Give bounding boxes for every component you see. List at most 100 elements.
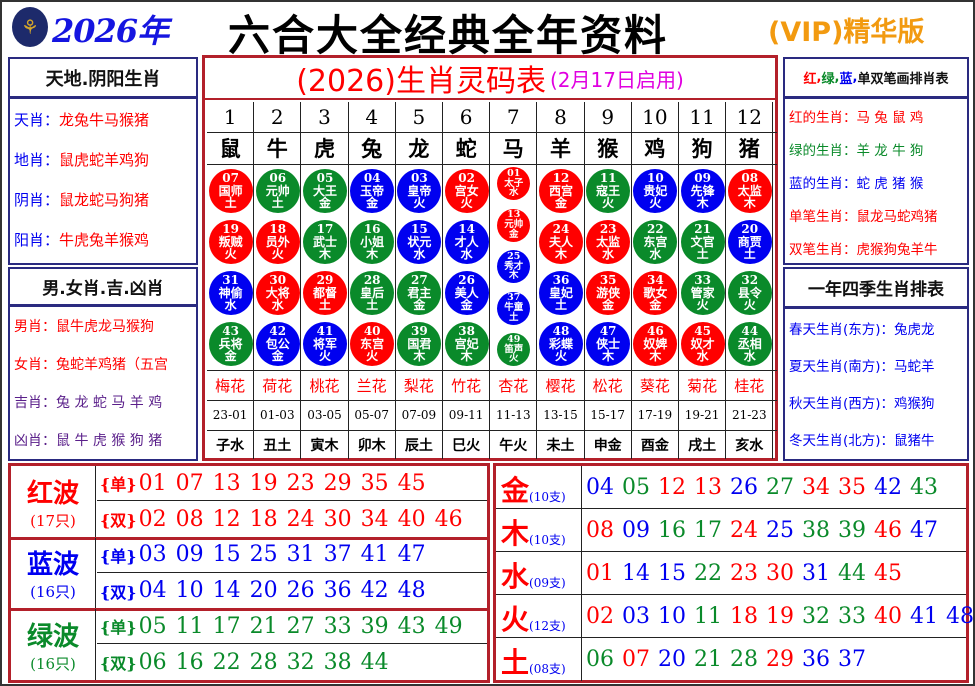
ball-element: 木 — [509, 270, 519, 282]
wave-number: 17 — [212, 613, 241, 639]
wave-number: 25 — [249, 542, 278, 567]
number-ball: 43 兵将金 — [208, 322, 253, 366]
ball-element: 木 — [460, 349, 473, 364]
zodiac-name: 鼠 — [219, 137, 241, 161]
ball-number: 37 — [507, 292, 521, 304]
ball-title: 牛童 — [504, 302, 524, 314]
ball-title: 寇王 — [596, 183, 621, 198]
ball-element: 金 — [602, 298, 615, 313]
number-ball: 03 皇帝火 — [397, 169, 442, 213]
ball-element: 土 — [366, 298, 379, 313]
element-number: 35 — [838, 474, 866, 500]
number-ball: 11 寇王火 — [586, 169, 631, 213]
wave-number: 01 — [138, 470, 167, 496]
wave-label: 红波 (17只) — [11, 466, 96, 537]
flower-name: 松花 — [592, 376, 623, 395]
element-number: 01 — [586, 560, 614, 586]
element-number: 26 — [730, 474, 758, 500]
zodiac-name: 鸡 — [644, 137, 666, 161]
grid-line — [207, 370, 777, 371]
element-number: 32 — [802, 603, 830, 629]
wave-number: 24 — [286, 506, 315, 532]
row-value: 鸡猴狗 — [894, 395, 935, 412]
ball-element: 水 — [743, 349, 756, 364]
wave-number: 49 — [434, 613, 463, 639]
ball-element: 火 — [413, 196, 426, 211]
ball-element: 金 — [413, 298, 426, 313]
column-number: 10 — [642, 105, 668, 129]
element-number: 46 — [874, 517, 902, 543]
branch-element: 亥水 — [735, 438, 764, 454]
element-number: 41 — [910, 603, 938, 629]
ball-number: 03 — [411, 171, 428, 186]
panel-row: 男肖： 鼠牛虎龙马猴狗 — [10, 307, 196, 345]
number-ball: 14 才人水 — [444, 220, 489, 264]
ball-number: 07 — [222, 171, 239, 186]
column-number: 11 — [689, 105, 715, 129]
ball-element: 水 — [413, 247, 426, 262]
ball-number: 45 — [694, 324, 711, 339]
ball-title: 奴婢 — [643, 336, 668, 351]
ball-title: 兵将 — [218, 336, 243, 351]
wave-count: (16只) — [30, 583, 76, 601]
sep: , — [834, 70, 840, 85]
wave-number: 11 — [175, 613, 204, 639]
element-number: 05 — [622, 474, 650, 500]
element-number: 47 — [910, 517, 938, 543]
time-range: 17-19 — [637, 408, 673, 422]
ball-title: 县令 — [737, 285, 762, 300]
ball-title: 夫人 — [548, 234, 573, 249]
number-ball: 48 彩蝶火 — [538, 322, 583, 366]
title-blue: 蓝 — [839, 72, 853, 87]
wave-count: (17只) — [30, 511, 76, 530]
ball-element: 土 — [509, 311, 519, 323]
ball-title: 先锋 — [690, 183, 715, 198]
ball-title: 丞相 — [737, 336, 762, 351]
number-ball: 26 美人金 — [444, 271, 489, 315]
table-title-main: (2026)生肖灵码表 — [296, 64, 546, 99]
tiandi-title: 天地.阴阳生肖 — [10, 59, 196, 99]
ball-title: 皇帝 — [407, 183, 432, 198]
ball-number: 14 — [458, 222, 475, 237]
wave-table: 红波 (17只) {单} 01 07 13 19 23 29 35 45 {双} 02 08 12 18 24 3… — [8, 463, 490, 683]
row-value: 羊 龙 牛 狗 — [856, 142, 924, 159]
element-count: (12支) — [529, 619, 566, 633]
main-title: 六合大全经典全年资料 — [228, 11, 669, 60]
vip-label: (VIP)精华版 — [768, 17, 925, 48]
number-ball: 07 国师土 — [208, 169, 253, 213]
branch-element: 未土 — [546, 438, 575, 454]
element-number: 20 — [658, 647, 686, 672]
ball-element: 火 — [271, 247, 284, 262]
element-number: 22 — [694, 560, 722, 586]
ball-number: 29 — [316, 273, 334, 288]
element-row: 01 14 15 22 23 30 31 44 45 — [583, 552, 966, 595]
row-value: 马蛇羊 — [894, 358, 935, 375]
wave-number: 36 — [323, 578, 352, 603]
element-number: 36 — [802, 647, 830, 672]
number-ball: 29 都督土 — [302, 271, 347, 315]
flower-name: 竹花 — [451, 376, 482, 395]
ball-number: 01 — [507, 167, 521, 179]
number-ball: 25 秀才木 — [497, 250, 531, 283]
ball-element: 土 — [696, 247, 709, 262]
wave-number: 39 — [360, 613, 389, 639]
column-number: 7 — [506, 105, 520, 129]
number-ball: 33 管家火 — [680, 271, 725, 315]
ball-number: 41 — [316, 324, 334, 339]
wave-number: 12 — [212, 506, 241, 532]
ball-number: 08 — [741, 171, 759, 186]
ball-title: 彩蝶 — [548, 336, 573, 351]
ball-element: 木 — [602, 349, 615, 364]
element-number: 45 — [874, 560, 902, 586]
row-key: 红的生肖： — [789, 109, 857, 126]
zodiac-name: 虎 — [313, 137, 335, 161]
wave-row: {双} 06 16 22 28 32 38 44 — [97, 645, 487, 680]
ball-title: 君主 — [407, 285, 432, 300]
number-ball: 24 夫人木 — [538, 220, 583, 264]
hkjc-logo: ⚘ — [12, 7, 48, 47]
number-ball: 06 元帅土 — [255, 169, 300, 213]
element-number: 34 — [802, 474, 830, 500]
ball-element: 水 — [460, 247, 473, 262]
ball-element: 火 — [366, 349, 379, 364]
element-number: 17 — [694, 517, 722, 543]
